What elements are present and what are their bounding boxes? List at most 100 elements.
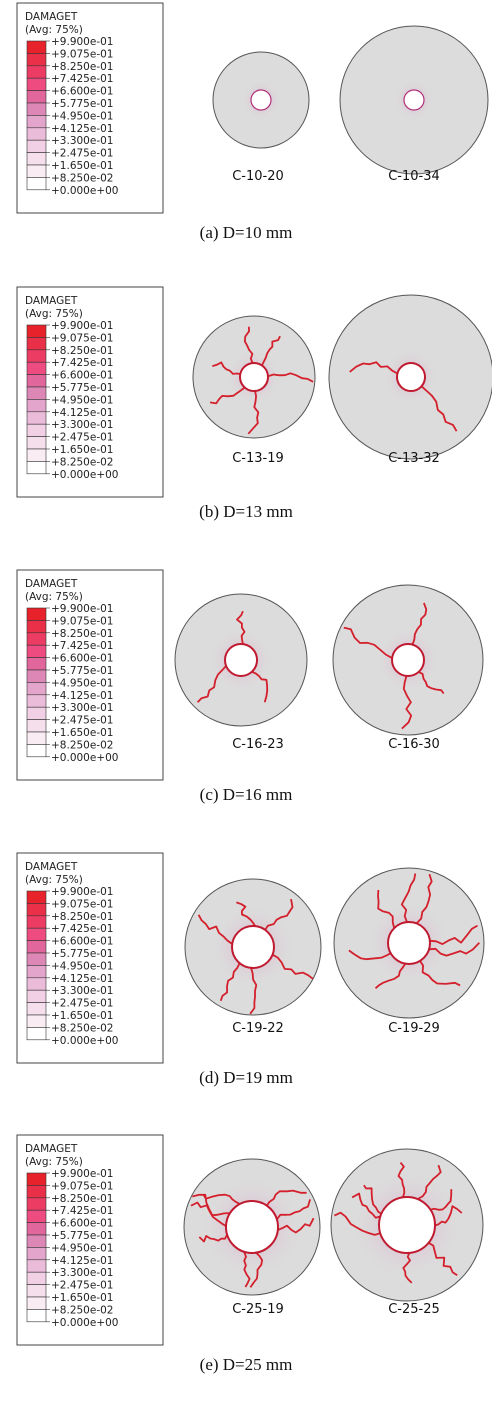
specimen-label: C-10-20	[232, 169, 284, 184]
panel-caption: (a) D=10 mm	[200, 223, 293, 242]
legend-label: +4.125e-01	[51, 1255, 113, 1267]
rebar-hole	[392, 644, 424, 676]
legend-title: DAMAGET	[25, 578, 78, 590]
legend-label: +8.250e-02	[51, 1022, 113, 1034]
legend-swatch	[27, 1173, 46, 1185]
legend-swatch	[27, 941, 46, 953]
legend-swatch	[27, 387, 46, 399]
legend-label: +2.475e-01	[51, 1280, 113, 1292]
legend-swatch	[27, 1223, 46, 1235]
specimen-label: C-25-25	[388, 1302, 440, 1317]
figure: DAMAGET(Avg: 75%)+9.900e-01+9.075e-01+8.…	[0, 0, 492, 1403]
legend-swatch	[27, 115, 46, 127]
legend-swatch	[27, 707, 46, 719]
legend-swatch	[27, 670, 46, 682]
legend-swatch	[27, 695, 46, 707]
panel-caption: (d) D=19 mm	[199, 1068, 293, 1087]
legend-swatch	[27, 720, 46, 732]
legend-swatch	[27, 337, 46, 349]
legend-swatch	[27, 399, 46, 411]
legend-swatch	[27, 1309, 46, 1321]
rebar-hole	[388, 922, 430, 964]
legend-label: +9.075e-01	[51, 48, 113, 60]
legend-swatch	[27, 744, 46, 756]
legend-swatch	[27, 362, 46, 374]
legend-label: +8.250e-01	[51, 345, 113, 357]
legend-label: +8.250e-02	[51, 1304, 113, 1316]
panel-caption: (e) D=25 mm	[200, 1355, 293, 1374]
legend-label: +9.900e-01	[51, 320, 113, 332]
legend-swatch	[27, 140, 46, 152]
rebar-hole	[240, 363, 268, 391]
legend-label: +0.000e+00	[51, 469, 118, 481]
legend-label: +7.425e-01	[51, 1205, 113, 1217]
specimen-label: C-16-23	[232, 737, 284, 752]
legend-swatch	[27, 891, 46, 903]
legend-swatch	[27, 375, 46, 387]
rebar-hole	[226, 1201, 278, 1253]
legend-swatch	[27, 1015, 46, 1027]
legend-label: +3.300e-01	[51, 985, 113, 997]
legend-label: +3.300e-01	[51, 419, 113, 431]
specimen-label: C-10-34	[388, 169, 440, 184]
legend-label: +3.300e-01	[51, 1267, 113, 1279]
legend-label: +5.775e-01	[51, 665, 113, 677]
legend-label: +4.950e-01	[51, 394, 113, 406]
panel-caption: (b) D=13 mm	[199, 502, 293, 521]
legend-label: +4.125e-01	[51, 123, 113, 135]
legend-label: +1.650e-01	[51, 1292, 113, 1304]
legend-label: +2.475e-01	[51, 715, 113, 727]
legend-label: +5.775e-01	[51, 382, 113, 394]
legend-swatch	[27, 682, 46, 694]
legend-swatch	[27, 165, 46, 177]
rebar-hole	[251, 90, 271, 110]
legend-label: +2.475e-01	[51, 998, 113, 1010]
legend-label: +4.950e-01	[51, 110, 113, 122]
legend-title: DAMAGET	[25, 861, 78, 873]
legend-label: +9.075e-01	[51, 615, 113, 627]
legend-label: +8.250e-02	[51, 172, 113, 184]
legend-swatch	[27, 620, 46, 632]
legend-swatch	[27, 732, 46, 744]
rebar-hole	[225, 644, 257, 676]
rebar-hole	[379, 1197, 435, 1253]
legend-label: +8.250e-02	[51, 456, 113, 468]
legend-subtitle: (Avg: 75%)	[25, 1156, 83, 1168]
legend-label: +4.950e-01	[51, 1242, 113, 1254]
legend-label: +3.300e-01	[51, 135, 113, 147]
legend-swatch	[27, 128, 46, 140]
legend-title: DAMAGET	[25, 11, 78, 23]
legend-label: +9.900e-01	[51, 1168, 113, 1180]
panel-caption: (c) D=16 mm	[200, 785, 293, 804]
legend-swatch	[27, 1198, 46, 1210]
legend-swatch	[27, 1285, 46, 1297]
legend-label: +8.250e-02	[51, 739, 113, 751]
legend-label: +0.000e+00	[51, 752, 118, 764]
legend-swatch	[27, 916, 46, 928]
legend-label: +7.425e-01	[51, 73, 113, 85]
legend-swatch	[27, 53, 46, 65]
legend-label: +9.075e-01	[51, 332, 113, 344]
legend-label: +5.775e-01	[51, 1230, 113, 1242]
legend-label: +7.425e-01	[51, 357, 113, 369]
legend-title: DAMAGET	[25, 1143, 78, 1155]
legend-label: +2.475e-01	[51, 432, 113, 444]
legend-swatch	[27, 1272, 46, 1284]
legend-swatch	[27, 449, 46, 461]
legend-swatch	[27, 103, 46, 115]
legend-swatch	[27, 1247, 46, 1259]
legend-swatch	[27, 78, 46, 90]
legend-swatch	[27, 1003, 46, 1015]
legend-swatch	[27, 645, 46, 657]
legend-swatch	[27, 461, 46, 473]
legend-swatch	[27, 325, 46, 337]
legend-label: +6.600e-01	[51, 370, 113, 382]
legend-swatch	[27, 928, 46, 940]
legend-title: DAMAGET	[25, 295, 78, 307]
legend-subtitle: (Avg: 75%)	[25, 874, 83, 886]
legend-label: +9.075e-01	[51, 898, 113, 910]
legend-swatch	[27, 1027, 46, 1039]
legend-swatch	[27, 412, 46, 424]
legend-label: +9.900e-01	[51, 886, 113, 898]
legend-swatch	[27, 66, 46, 78]
